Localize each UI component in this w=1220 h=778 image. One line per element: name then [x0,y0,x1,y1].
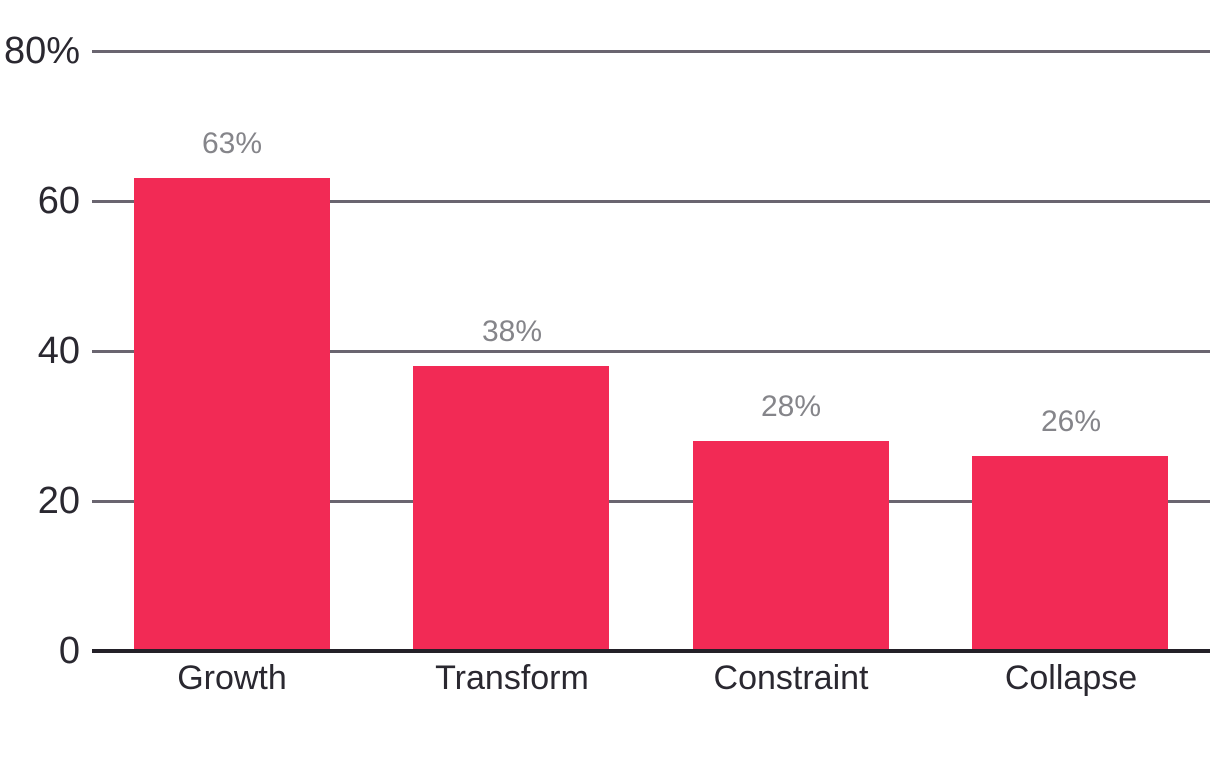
gridline-60 [92,199,1210,203]
bar-value-label-constraint: 28% [760,390,822,423]
bar-value-label-growth: 63% [201,127,263,160]
bar-transform [413,366,609,651]
bar-value-label-transform: 38% [481,315,543,348]
y-tick-label-20: 20 [37,480,80,522]
x-axis-line [92,649,1210,653]
gridline-40 [92,349,1210,353]
x-tick-label-transform: Transform [435,659,589,697]
bar-constraint [693,441,889,651]
x-tick-label-collapse: Collapse [1004,659,1138,697]
bar-collapse [972,456,1168,651]
gridline-80 [92,49,1210,53]
gridline-20 [92,499,1210,503]
y-tick-label-0: 0 [58,630,80,672]
y-tick-label-60: 60 [37,180,80,222]
y-tick-label-40: 40 [37,330,80,372]
bar-value-label-collapse: 26% [1040,405,1102,438]
bar-growth [134,178,330,651]
y-tick-label-80: 80% [3,30,80,72]
x-tick-label-growth: Growth [177,659,287,697]
x-tick-label-constraint: Constraint [713,659,869,697]
